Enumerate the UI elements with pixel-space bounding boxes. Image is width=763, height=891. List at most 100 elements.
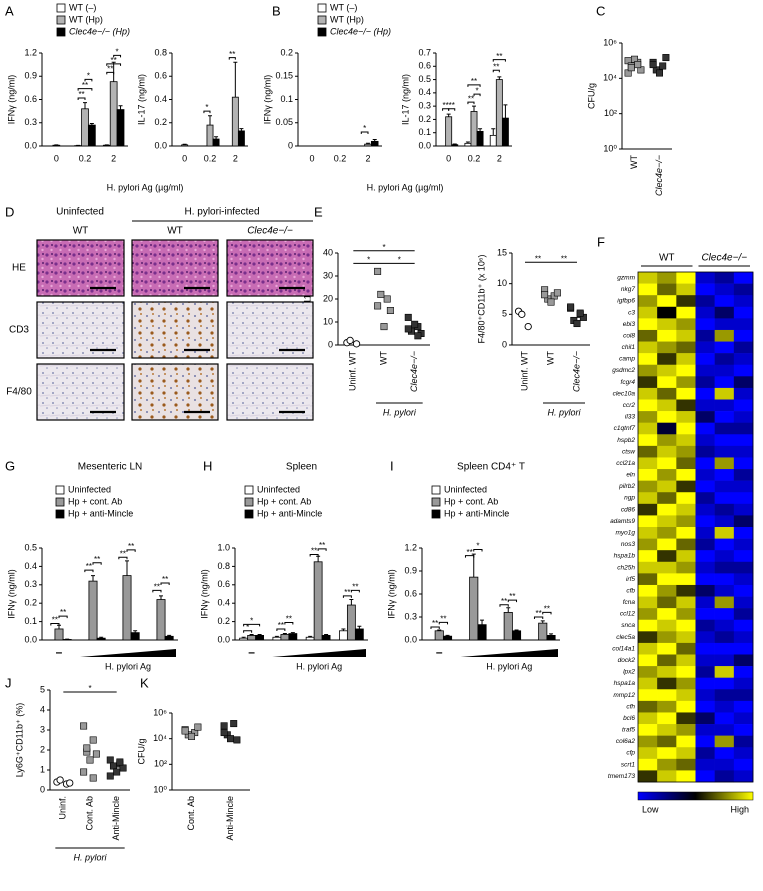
- group-header: WT: [659, 253, 675, 264]
- heatmap-cell: [733, 573, 754, 586]
- bar: [247, 635, 257, 641]
- heatmap-cell: [695, 654, 715, 667]
- heatmap-cell: [695, 596, 715, 609]
- data-point: [404, 313, 412, 321]
- data-point: [227, 735, 235, 743]
- data-point: [380, 323, 388, 331]
- group-label: H. pylori: [547, 407, 581, 417]
- heatmap-cell: [733, 295, 754, 308]
- data-point: [547, 298, 555, 306]
- chart-title: Spleen CD4⁺ T: [457, 462, 525, 473]
- heatmap-cell: [638, 700, 658, 713]
- heatmap-cell: [695, 387, 715, 400]
- heatmap-cell: [733, 457, 754, 470]
- y-tick-label: 0.9: [404, 565, 417, 575]
- x-tick-label: Uninf. WT: [519, 351, 529, 392]
- y-tick-label: 10⁰: [153, 784, 167, 794]
- gene-label: ccr2: [623, 402, 636, 409]
- heatmap-cell: [638, 654, 658, 667]
- heatmap-cell: [714, 457, 735, 470]
- y-tick-label: 0.1: [24, 616, 37, 626]
- data-point: [414, 332, 422, 340]
- sig-label: *: [475, 86, 478, 95]
- sig-label: **: [344, 588, 350, 597]
- heatmap-cell: [638, 364, 658, 377]
- sig-label: **: [111, 56, 117, 65]
- error-bar: [290, 632, 295, 634]
- heatmap-cell: [676, 515, 696, 528]
- error-bar: [452, 143, 457, 145]
- heatmap-cell: [733, 329, 754, 342]
- error-bar: [478, 128, 483, 132]
- y-axis-label: Ly6G⁺CD11b⁺ (%): [14, 703, 24, 778]
- sig-label: **: [352, 582, 358, 591]
- y-tick-label: 0.5: [24, 542, 37, 552]
- bar: [206, 124, 214, 147]
- x-tick-label: Cont. Ab: [84, 796, 94, 831]
- heatmap-cell: [638, 492, 658, 505]
- sig-label: **: [496, 52, 502, 61]
- y-tick-label: 3: [40, 724, 45, 734]
- heatmap-cell: [714, 758, 735, 771]
- panel-label: G: [5, 458, 15, 473]
- y-tick-label: 0.3: [24, 117, 37, 127]
- bar: [313, 561, 323, 641]
- sig-bracket: [473, 93, 481, 97]
- legend-label: WT (–): [69, 2, 96, 12]
- heatmap-cell: [676, 689, 696, 702]
- x-tick-label: –: [436, 645, 443, 659]
- heatmap-cell: [657, 457, 677, 470]
- column-header: Clec4e−/−: [247, 226, 293, 237]
- data-point: [567, 303, 575, 311]
- heatmap-cell: [676, 584, 696, 597]
- y-tick-label: 0.5: [418, 74, 431, 84]
- heatmap-cell: [714, 573, 735, 586]
- data-point: [56, 776, 64, 784]
- bar: [239, 637, 249, 641]
- bar: [156, 599, 166, 641]
- heatmap-cell: [733, 689, 754, 702]
- heatmap-cell: [733, 735, 754, 748]
- heatmap-cell: [695, 747, 715, 760]
- heatmap-cell: [733, 422, 754, 435]
- x-tick-label: WT: [629, 155, 639, 169]
- heatmap-cell: [638, 283, 658, 296]
- bar: [122, 575, 132, 641]
- heatmap-frame: [637, 271, 754, 783]
- data-point: [662, 54, 670, 62]
- data-point: [541, 291, 549, 299]
- data-point: [518, 310, 526, 318]
- error-bar: [503, 104, 508, 119]
- heatmap-cell: [695, 770, 715, 783]
- error-bar: [445, 634, 450, 637]
- heatmap-cell: [695, 306, 715, 319]
- heatmap-cell: [695, 573, 715, 586]
- error-bar: [465, 141, 470, 144]
- heatmap-cell: [695, 550, 715, 563]
- gene-label: c1qtnf7: [614, 425, 636, 432]
- heatmap-cell: [733, 411, 754, 423]
- heatmap-cell: [676, 399, 696, 412]
- sig-bracket: [448, 108, 456, 111]
- y-tick-label: 0.4: [24, 561, 37, 571]
- x-axis-label: H. pylori Ag: [296, 661, 342, 671]
- row-header: F4/80: [6, 387, 32, 398]
- colorbar-label: Low: [642, 804, 659, 814]
- y-tick-label: 0.8: [154, 47, 167, 57]
- bar: [96, 637, 106, 641]
- y-tick-label: 0.6: [418, 61, 431, 71]
- gene-label: cfh: [626, 703, 635, 710]
- sig-bracket: [243, 623, 261, 627]
- heatmap-cell: [638, 469, 658, 481]
- heatmap-cell: [714, 666, 735, 678]
- heatmap-cell: [638, 515, 658, 528]
- heatmap-cell: [733, 503, 754, 516]
- sig-label: **: [162, 575, 168, 584]
- legend-swatch: [56, 3, 66, 13]
- data-point: [106, 772, 114, 780]
- gene-label: eln: [626, 472, 635, 479]
- gene-label: ctsw: [622, 448, 636, 455]
- heatmap-cell: [638, 353, 658, 366]
- sig-bracket: [92, 562, 102, 565]
